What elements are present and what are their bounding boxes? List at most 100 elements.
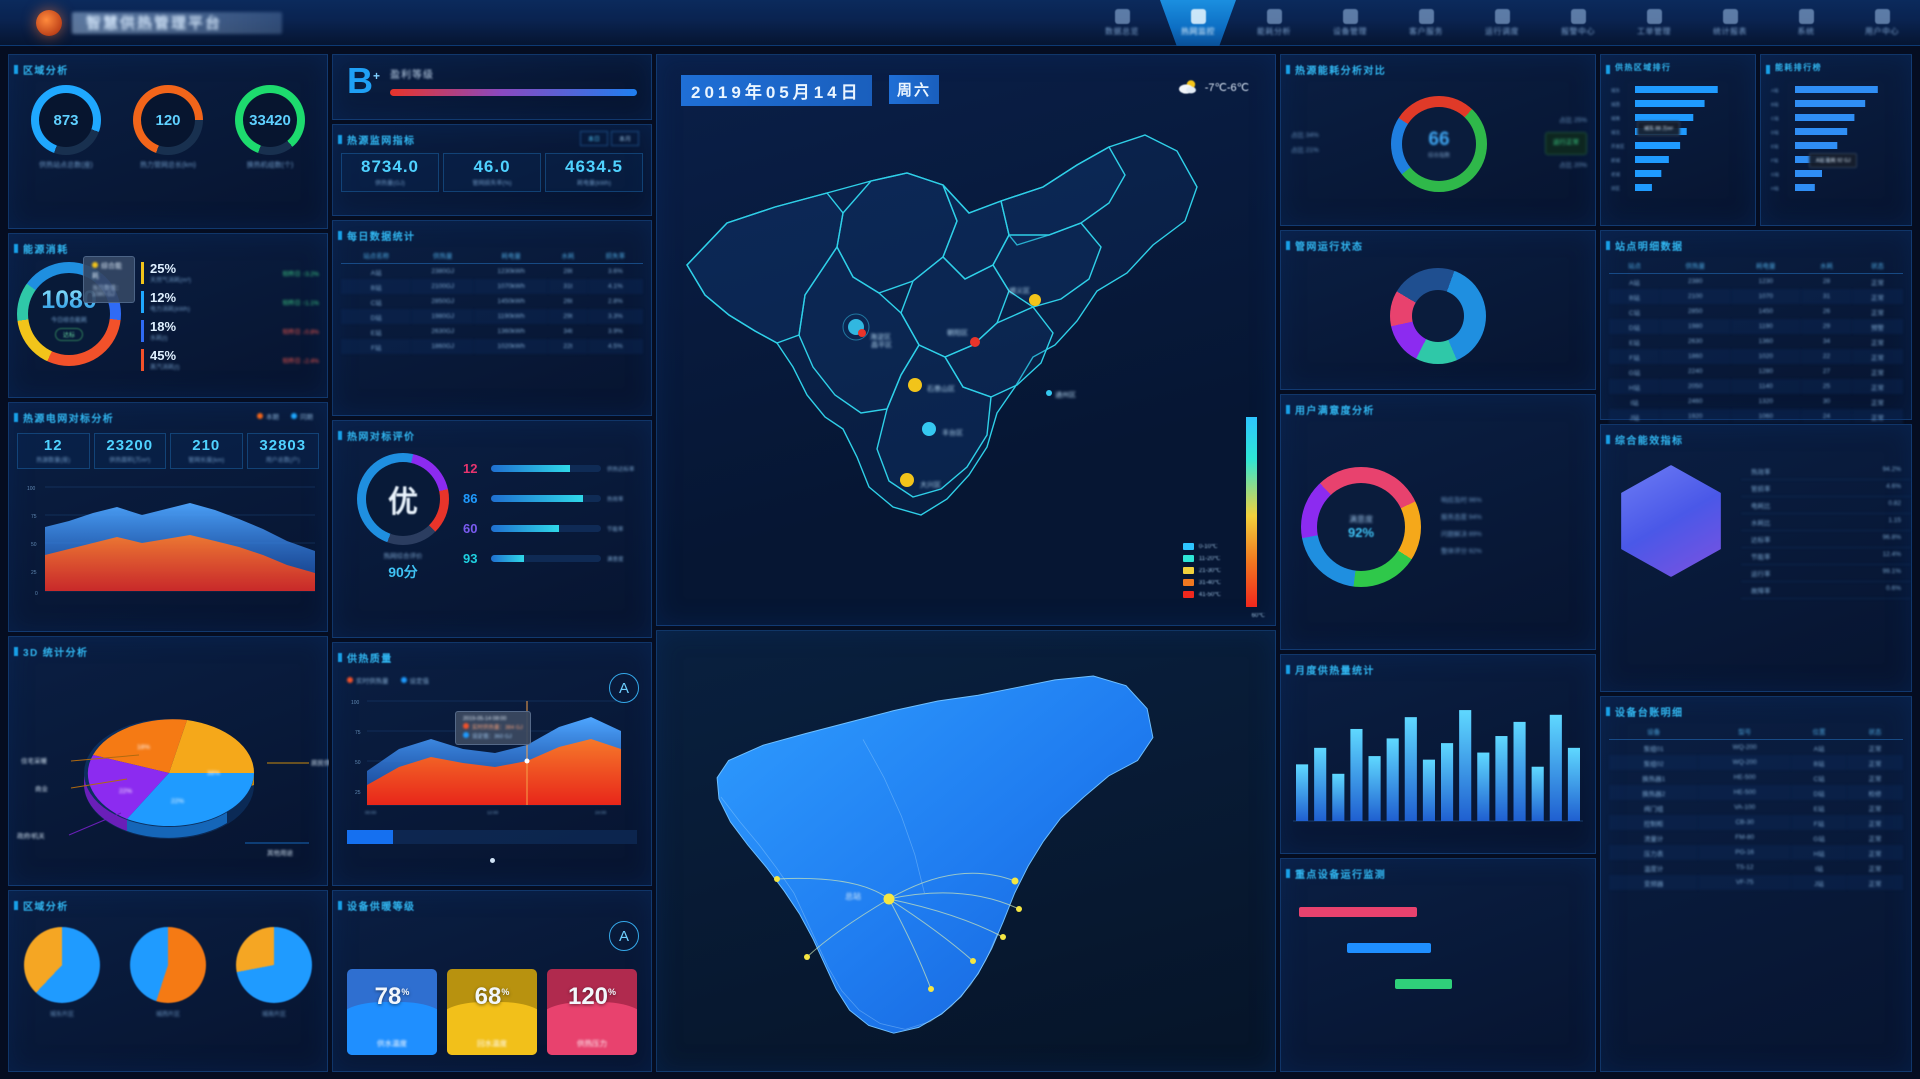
map-markers: 海淀区 昌平区 顺义区 朝阳区 石景山区 丰台区 大兴区 通州区 [842, 287, 1076, 489]
energy-status-badge: 达标 [54, 328, 83, 341]
table-cell: 正常 [1852, 409, 1903, 424]
table-row[interactable]: 阀门组 VA-100 E站 正常 [1609, 800, 1903, 815]
nav-item-5[interactable]: 运行调度 [1464, 0, 1540, 46]
quality-grade-label: 热网综合评价 [383, 553, 423, 560]
supply-scrollbar[interactable] [347, 830, 637, 844]
table-row[interactable]: F站 1860GJ 1020kWh 22t 4.5% [341, 339, 643, 354]
table-row[interactable]: 变频器 VF-75 J站 正常 [1609, 875, 1903, 890]
table-row[interactable]: J站 1920 1060 24 正常 [1609, 409, 1903, 424]
table-row[interactable]: I站 2460 1320 30 正常 [1609, 394, 1903, 409]
nav-item-1[interactable]: 热网监控 [1160, 0, 1236, 46]
rank-chart-svg-2: A站 B站 C站 D站 E站 F站 G站 H站 [1771, 86, 1878, 192]
panel-satisfaction: 用户满意度分析 满意度 92% 响应及时 96% 服务态度 94% 问题解决 89%… [1280, 394, 1596, 650]
table-row[interactable]: 控制柜 CB-30 F站 正常 [1609, 815, 1903, 830]
benchmark-stat-2: 210 管网长度(km) [170, 433, 243, 469]
table-cell: G站 [1628, 369, 1641, 377]
liquid-value: 120% [567, 983, 617, 1010]
table-cell: 1360kWh [497, 328, 525, 335]
table-row[interactable]: 换热器1 HE-500 C站 正常 [1609, 770, 1903, 785]
rank-label: A站 [1771, 87, 1779, 94]
table-row[interactable]: D站 1980 1190 29 预警 [1609, 319, 1903, 334]
table-cell: C站 [370, 299, 382, 307]
table-cell: 2460 [1688, 398, 1703, 405]
panel-title-region-pies: 区域分析 [9, 891, 327, 917]
panel-title-efficiency: 综合能效指标 [1601, 425, 1911, 451]
rank-bar-1 [1795, 100, 1866, 107]
ledger-col: 状态 [1847, 723, 1903, 740]
bar-10 [1477, 752, 1490, 821]
panel-flow-map: 总站 [656, 630, 1276, 1072]
panel-daily-table: 每日数据统计 站点名称 供热量 耗电量 水耗 损失率 A站 2380GJ 1230kWh 28… [332, 220, 652, 416]
metric-tab-1[interactable]: 本月 [610, 130, 639, 146]
table-row[interactable]: F站 1860 1020 22 正常 [1609, 349, 1903, 364]
table-row[interactable]: G站 2240 1280 27 正常 [1609, 364, 1903, 379]
table-row[interactable]: H站 2050 1140 25 正常 [1609, 379, 1903, 394]
map-marker-fengtai: 丰台区 [922, 422, 963, 437]
panel-monthly-bars: 月度供热量统计 [1280, 654, 1596, 854]
table-cell: H站 [1791, 845, 1848, 860]
nav-item-2[interactable]: 能耗分析 [1236, 0, 1312, 46]
table-cell: 3.9% [608, 328, 623, 335]
table-row[interactable]: B站 2100GJ 1070kWh 31t 4.1% [341, 279, 643, 294]
rank-bar-5 [1635, 156, 1669, 163]
nav-item-4[interactable]: 客户服务 [1388, 0, 1464, 46]
table-row[interactable]: A站 2380GJ 1230kWh 28t 3.6% [341, 264, 643, 280]
energy-row-0: 25% 天然气消耗(m³) 较昨日 ↑3.2% [141, 262, 319, 284]
carousel-dots[interactable] [333, 850, 651, 868]
table-row[interactable]: 换热器2 HE-500 D站 检修 [1609, 785, 1903, 800]
table-row[interactable]: 压力表 PG-16 H站 正常 [1609, 845, 1903, 860]
table-cell: PG-16 [1698, 845, 1792, 860]
nav-item-9[interactable]: 系统 [1768, 0, 1844, 46]
panel-device-level: 设备供暖等级 A 78% 供水温度 68% 回水温度 120% 供热压力 [332, 890, 652, 1072]
table-row[interactable]: D站 1980GJ 1190kWh 29t 3.3% [341, 309, 643, 324]
table-row[interactable]: 流量计 FM-80 G站 正常 [1609, 830, 1903, 845]
table-row[interactable]: E站 2630 1360 34 正常 [1609, 334, 1903, 349]
supply-area-chart: 100 75 50 25 00:00 12:00 24:00 2019-05-14 08:… [333, 685, 651, 824]
table-row[interactable]: A站 2380 1230 28 正常 [1609, 274, 1903, 290]
table-row[interactable]: C站 2850 1450 26 正常 [1609, 304, 1903, 319]
table-cell: I站 [1814, 865, 1824, 873]
svg-text:大兴区: 大兴区 [920, 480, 941, 489]
table-row[interactable]: E站 2630GJ 1360kWh 34t 3.9% [341, 324, 643, 339]
table-cell: 1070 [1730, 289, 1801, 304]
rank-bar-2 [1635, 114, 1694, 121]
current-date: 2019年05月14日 [681, 75, 872, 106]
table-cell: 泵组02 [1609, 755, 1699, 770]
table-row[interactable]: 泵组01 WQ-200 A站 正常 [1609, 740, 1903, 756]
table-row[interactable]: B站 2100 1070 31 正常 [1609, 289, 1903, 304]
table-cell: 2050 [1660, 379, 1731, 394]
device-grade-badge[interactable]: A [609, 921, 639, 951]
table-row[interactable]: C站 2850GJ 1450kWh 26t 2.8% [341, 294, 643, 309]
nav-item-0[interactable]: 数据总览 [1084, 0, 1160, 46]
table-cell: 正常 [1868, 805, 1882, 813]
nav-item-7[interactable]: 工单管理 [1616, 0, 1692, 46]
bar-6 [1404, 717, 1417, 821]
panel-title-network-metrics: 热源监网指标 [333, 125, 425, 151]
table-cell: 正常 [1871, 369, 1884, 377]
satisfaction-rows: 响应及时 96% 服务态度 94% 问题解决 89% 整体评分 92% [1441, 493, 1595, 561]
app-logo[interactable]: 智慧供热管理平台 [0, 9, 282, 36]
metric-tab-0[interactable]: 本日 [579, 130, 608, 146]
nav-item-label: 数据总览 [1105, 27, 1139, 36]
nav-item-3[interactable]: 设备管理 [1312, 0, 1388, 46]
table-row[interactable]: 泵组02 WQ-200 B站 正常 [1609, 755, 1903, 770]
metric-value-1: 46.0 管网损失率(%) [443, 153, 541, 192]
energy-row-pct: 18% [150, 319, 177, 334]
efficiency-kv-1: 管损率 4.6% [1741, 480, 1911, 497]
metric-label: 耗电量(kWh) [577, 181, 611, 187]
panel-grid-benchmark: 热源电网对标分析 本期 同期 12 热源数量(座) 23200 供热面积(万m²)… [8, 402, 328, 632]
panel-title-benchmark: 热源电网对标分析 [9, 403, 124, 429]
table-cell: 3.3% [587, 309, 643, 324]
nav-item-10[interactable]: 用户中心 [1844, 0, 1920, 46]
nav-item-label: 用户中心 [1865, 27, 1899, 36]
nav-item-8[interactable]: 统计报表 [1692, 0, 1768, 46]
nav-item-6[interactable]: 报警中心 [1540, 0, 1616, 46]
schedule-icon [1494, 9, 1510, 24]
quality-grade-char: 优 [388, 486, 418, 519]
rank-label: H站 [1771, 185, 1779, 192]
table-cell: 正常 [1868, 745, 1882, 753]
supply-grade-badge[interactable]: A [609, 673, 639, 703]
liquid-value: 68% [474, 983, 510, 1010]
map-legend-item-1: 11-20℃ [1182, 555, 1221, 562]
table-row[interactable]: 温度计 TS-12 I站 正常 [1609, 860, 1903, 875]
